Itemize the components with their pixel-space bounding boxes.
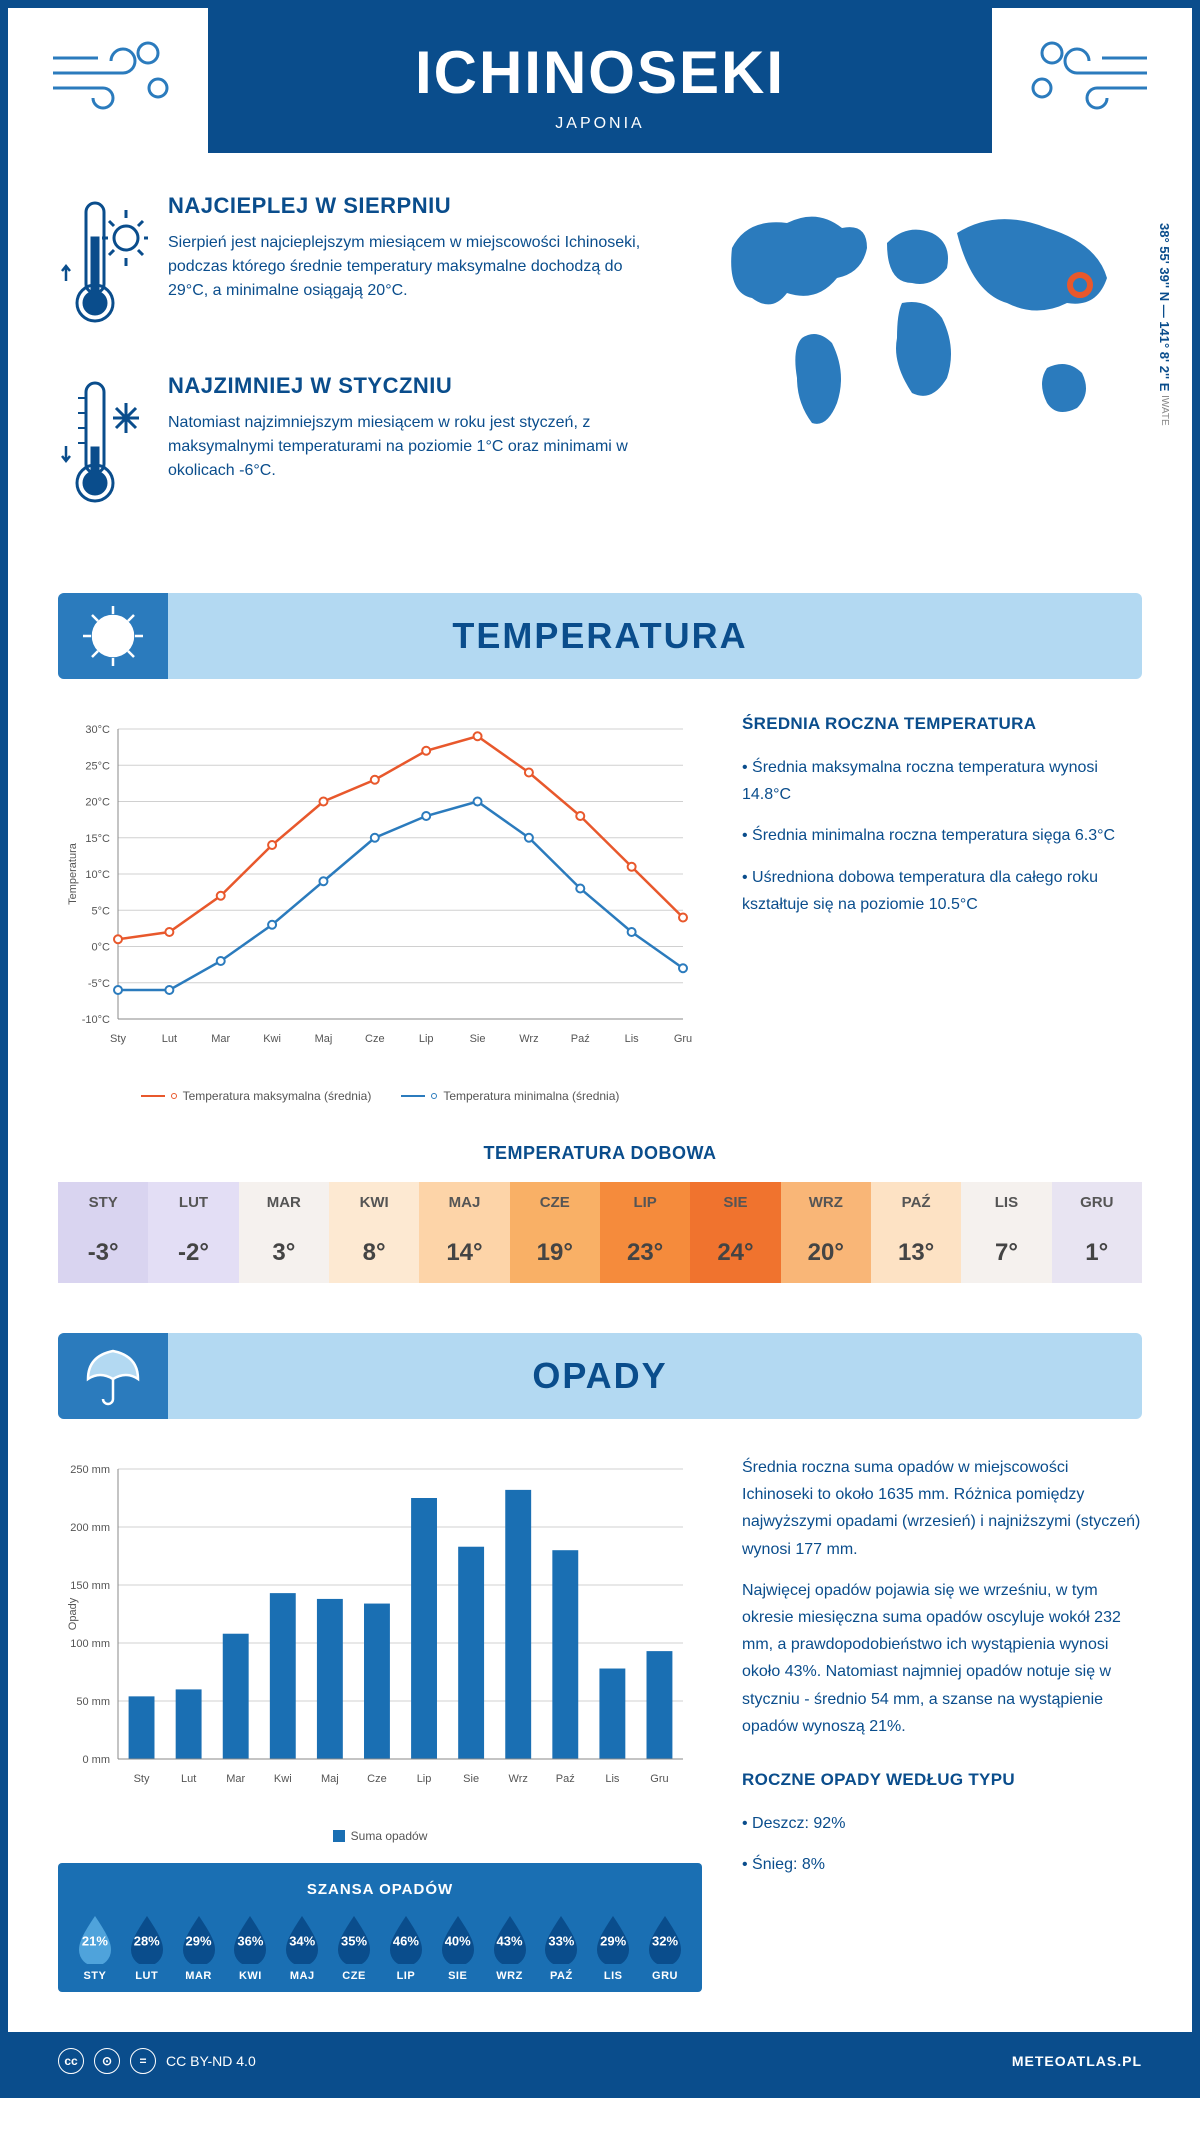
svg-text:Lis: Lis	[625, 1033, 640, 1045]
svg-text:150 mm: 150 mm	[70, 1580, 110, 1592]
chance-item: 29%MAR	[176, 1912, 222, 1982]
daily-col: LIP23°	[600, 1182, 690, 1283]
hottest-title: NAJCIEPLEJ W SIERPNIU	[168, 193, 662, 219]
precip-section-header: OPADY	[58, 1333, 1142, 1419]
coordinates: 38° 55' 39'' N — 141° 8' 2'' E IWATE	[1157, 223, 1172, 426]
svg-text:Lip: Lip	[419, 1033, 434, 1045]
chance-item: 32%GRU	[642, 1912, 688, 1982]
coldest-text: Natomiast najzimniejszym miesiącem w rok…	[168, 411, 662, 483]
rain-chance-box: SZANSA OPADÓW 21%STY28%LUT29%MAR36%KWI34…	[58, 1863, 702, 1992]
svg-text:20°C: 20°C	[85, 797, 110, 809]
world-map: 38° 55' 39'' N — 141° 8' 2'' E IWATE	[702, 193, 1142, 458]
svg-text:Paź: Paź	[571, 1033, 590, 1045]
coldest-block: NAJZIMNIEJ W STYCZNIU Natomiast najzimni…	[58, 373, 662, 518]
svg-text:200 mm: 200 mm	[70, 1522, 110, 1534]
svg-text:Kwi: Kwi	[263, 1033, 281, 1045]
wind-icon	[1022, 28, 1152, 123]
chance-item: 33%PAŹ	[538, 1912, 584, 1982]
svg-text:-5°C: -5°C	[88, 978, 110, 990]
svg-text:Opady: Opady	[67, 1597, 79, 1630]
daily-col: LUT-2°	[148, 1182, 238, 1283]
chance-item: 28%LUT	[124, 1912, 170, 1982]
license-text: CC BY-ND 4.0	[166, 2053, 256, 2069]
country-subtitle: JAPONIA	[8, 115, 1192, 133]
daily-col: PAŹ13°	[871, 1182, 961, 1283]
daily-col: GRU1°	[1052, 1182, 1142, 1283]
daily-temp-title: TEMPERATURA DOBOWA	[58, 1143, 1142, 1164]
svg-text:Kwi: Kwi	[274, 1773, 292, 1785]
svg-text:Sty: Sty	[134, 1773, 150, 1785]
svg-text:10°C: 10°C	[85, 869, 110, 881]
temperature-section-header: TEMPERATURA	[58, 593, 1142, 679]
svg-text:Sie: Sie	[463, 1773, 479, 1785]
chance-item: 21%STY	[72, 1912, 118, 1982]
svg-text:Wrz: Wrz	[509, 1773, 528, 1785]
svg-text:0 mm: 0 mm	[83, 1754, 111, 1766]
chance-item: 34%MAJ	[279, 1912, 325, 1982]
chance-item: 43%WRZ	[487, 1912, 533, 1982]
svg-text:Mar: Mar	[226, 1773, 245, 1785]
svg-text:30°C: 30°C	[85, 724, 110, 736]
svg-text:Gru: Gru	[674, 1033, 692, 1045]
nd-icon: =	[130, 2048, 156, 2074]
svg-text:Cze: Cze	[365, 1033, 385, 1045]
daily-col: STY-3°	[58, 1182, 148, 1283]
svg-text:Sty: Sty	[110, 1033, 126, 1045]
svg-text:Sie: Sie	[470, 1033, 486, 1045]
header: ICHINOSEKI JAPONIA	[8, 8, 1192, 153]
precip-stats: Średnia roczna suma opadów w miejscowośc…	[742, 1454, 1142, 1992]
svg-text:Lip: Lip	[417, 1773, 432, 1785]
svg-text:Lut: Lut	[162, 1033, 177, 1045]
svg-text:Gru: Gru	[650, 1773, 668, 1785]
thermometer-hot-icon	[58, 193, 148, 338]
thermometer-cold-icon	[58, 373, 148, 518]
svg-text:-10°C: -10°C	[82, 1014, 110, 1026]
footer: cc ⊙ = CC BY-ND 4.0 METEOATLAS.PL	[8, 2032, 1192, 2090]
temperature-stats: ŚREDNIA ROCZNA TEMPERATURA Średnia maksy…	[742, 714, 1142, 1103]
wind-icon	[48, 28, 178, 123]
chance-item: 46%LIP	[383, 1912, 429, 1982]
page: ICHINOSEKI JAPONIA NAJCIEPLEJ W SIERPNIU…	[0, 0, 1200, 2098]
intro-section: NAJCIEPLEJ W SIERPNIU Sierpień jest najc…	[58, 193, 1142, 553]
cc-icon: cc	[58, 2048, 84, 2074]
daily-col: SIE24°	[690, 1182, 780, 1283]
svg-text:Temperatura: Temperatura	[67, 842, 79, 905]
svg-text:250 mm: 250 mm	[70, 1464, 110, 1476]
daily-col: MAJ14°	[419, 1182, 509, 1283]
by-icon: ⊙	[94, 2048, 120, 2074]
precip-chart: 0 mm 50 mm 100 mm 150 mm 200 mm 250 mm Sty Lut M…	[58, 1454, 702, 1843]
hottest-block: NAJCIEPLEJ W SIERPNIU Sierpień jest najc…	[58, 193, 662, 338]
svg-text:Cze: Cze	[367, 1773, 387, 1785]
svg-text:Wrz: Wrz	[519, 1033, 538, 1045]
daily-temp-table: STY-3°LUT-2°MAR3°KWI8°MAJ14°CZE19°LIP23°…	[58, 1182, 1142, 1283]
coldest-title: NAJZIMNIEJ W STYCZNIU	[168, 373, 662, 399]
daily-col: LIS7°	[961, 1182, 1051, 1283]
svg-text:Maj: Maj	[321, 1773, 339, 1785]
sun-icon	[58, 593, 168, 679]
daily-col: KWI8°	[329, 1182, 419, 1283]
svg-text:15°C: 15°C	[85, 833, 110, 845]
svg-text:0°C: 0°C	[92, 942, 111, 954]
hottest-text: Sierpień jest najcieplejszym miesiącem w…	[168, 231, 662, 303]
temperature-chart: -10°C -5°C 0°C 5°C 10°C 15°C 20°C 25°C 30°C Sty Lu…	[58, 714, 702, 1103]
site-name: METEOATLAS.PL	[1012, 2053, 1142, 2069]
city-title: ICHINOSEKI	[8, 38, 1192, 107]
svg-text:5°C: 5°C	[92, 905, 111, 917]
svg-text:Maj: Maj	[315, 1033, 333, 1045]
chance-item: 29%LIS	[590, 1912, 636, 1982]
daily-col: CZE19°	[510, 1182, 600, 1283]
svg-text:Mar: Mar	[211, 1033, 230, 1045]
svg-text:100 mm: 100 mm	[70, 1638, 110, 1650]
chance-item: 40%SIE	[435, 1912, 481, 1982]
svg-text:25°C: 25°C	[85, 760, 110, 772]
daily-col: MAR3°	[239, 1182, 329, 1283]
chance-item: 36%KWI	[227, 1912, 273, 1982]
umbrella-icon	[58, 1333, 168, 1419]
svg-text:Lis: Lis	[605, 1773, 620, 1785]
svg-text:50 mm: 50 mm	[76, 1696, 110, 1708]
svg-text:Paź: Paź	[556, 1773, 575, 1785]
chance-item: 35%CZE	[331, 1912, 377, 1982]
daily-col: WRZ20°	[781, 1182, 871, 1283]
svg-text:Lut: Lut	[181, 1773, 196, 1785]
